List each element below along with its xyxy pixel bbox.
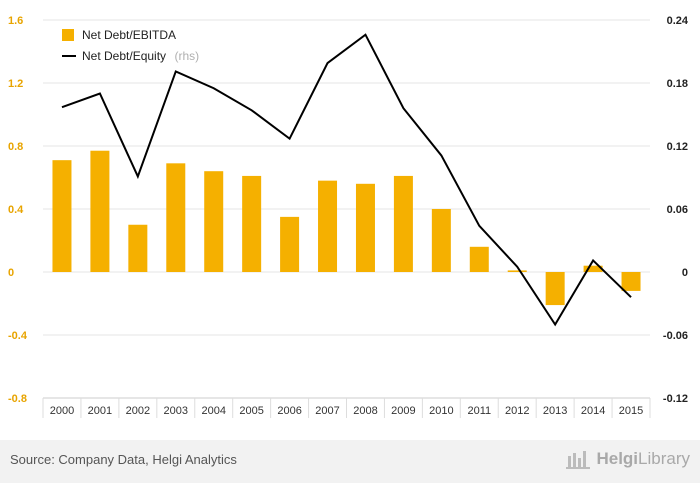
y-left-tick-label: 0 — [8, 267, 14, 279]
legend-label-bar: Net Debt/EBITDA — [82, 28, 176, 42]
y-right-tick-label: -0.12 — [663, 393, 688, 405]
x-tick-label: 2012 — [505, 405, 529, 417]
brand-logo: HelgiLibrary — [566, 448, 690, 470]
x-tick-label: 2014 — [581, 405, 605, 417]
x-tick-label: 2001 — [88, 405, 112, 417]
x-tick-label: 2010 — [429, 405, 453, 417]
gridlines — [43, 19, 650, 399]
bar — [621, 272, 641, 291]
y-right-tick-label: -0.06 — [663, 330, 688, 342]
brand-text-library: Library — [638, 449, 690, 468]
bar — [469, 246, 489, 272]
y-left-tick-label: -0.8 — [8, 393, 27, 405]
y-right-tick-label: 0.06 — [667, 204, 688, 216]
bar — [90, 150, 110, 272]
axes: -0.8 -0.12 -0.4 -0.06 0 0 0.4 0.06 0.8 0.12 1.2 0.1… — [8, 15, 689, 418]
x-tick-label: 2004 — [201, 405, 225, 417]
bar — [166, 163, 186, 272]
combo-chart: -0.8 -0.12 -0.4 -0.06 0 0 0.4 0.06 0.8 0.12 1.2 0.1… — [8, 15, 689, 418]
bar-series — [52, 150, 641, 306]
legend-swatch-bar — [62, 29, 74, 41]
bar — [52, 160, 72, 272]
x-tick-label: 2013 — [543, 405, 567, 417]
y-right-tick-label: 0.24 — [667, 15, 689, 27]
x-tick-label: 2000 — [50, 405, 74, 417]
bar — [280, 216, 300, 272]
bar — [431, 209, 451, 272]
x-tick-label: 2008 — [353, 405, 377, 417]
x-tick-label: 2002 — [126, 405, 150, 417]
library-icon — [566, 451, 591, 469]
x-tick-label: 2015 — [619, 405, 643, 417]
bar — [545, 272, 565, 306]
bar — [393, 175, 413, 272]
source-text: Source: Company Data, Helgi Analytics — [10, 452, 237, 467]
y-right-tick-label: 0 — [682, 267, 688, 279]
bar — [204, 171, 224, 272]
x-tick-label: 2009 — [391, 405, 415, 417]
y-left-tick-label: 0.8 — [8, 141, 23, 153]
line-path — [61, 33, 632, 327]
x-tick-label: 2006 — [277, 405, 301, 417]
bar — [242, 175, 262, 272]
bar — [318, 180, 338, 272]
x-tick-label: 2005 — [239, 405, 263, 417]
line-series — [61, 33, 632, 327]
x-tick-label: 2011 — [467, 405, 491, 417]
y-left-tick-label: 0.4 — [8, 204, 24, 216]
brand-text-helgi: Helgi — [596, 449, 639, 468]
y-left-tick-label: 1.2 — [8, 78, 23, 90]
y-left-tick-label: -0.4 — [8, 330, 28, 342]
x-tick-label: 2003 — [164, 405, 188, 417]
bar — [355, 183, 375, 272]
legend: Net Debt/EBITDA Net Debt/Equity (rhs) — [62, 28, 199, 64]
legend-label-line-suffix: (rhs) — [175, 49, 200, 63]
footer: Source: Company Data, Helgi Analytics He… — [0, 440, 700, 483]
bar — [507, 270, 527, 272]
brand-text: HelgiLibrary — [596, 449, 690, 469]
legend-label-line: Net Debt/Equity (rhs) — [82, 47, 199, 64]
y-left-tick-label: 1.6 — [8, 15, 23, 27]
y-right-tick-label: 0.12 — [667, 141, 688, 153]
bar — [583, 265, 603, 272]
bar — [128, 224, 148, 272]
y-right-tick-label: 0.18 — [667, 78, 688, 90]
x-tick-label: 2007 — [315, 405, 339, 417]
legend-label-line-name: Net Debt/Equity — [82, 49, 166, 63]
